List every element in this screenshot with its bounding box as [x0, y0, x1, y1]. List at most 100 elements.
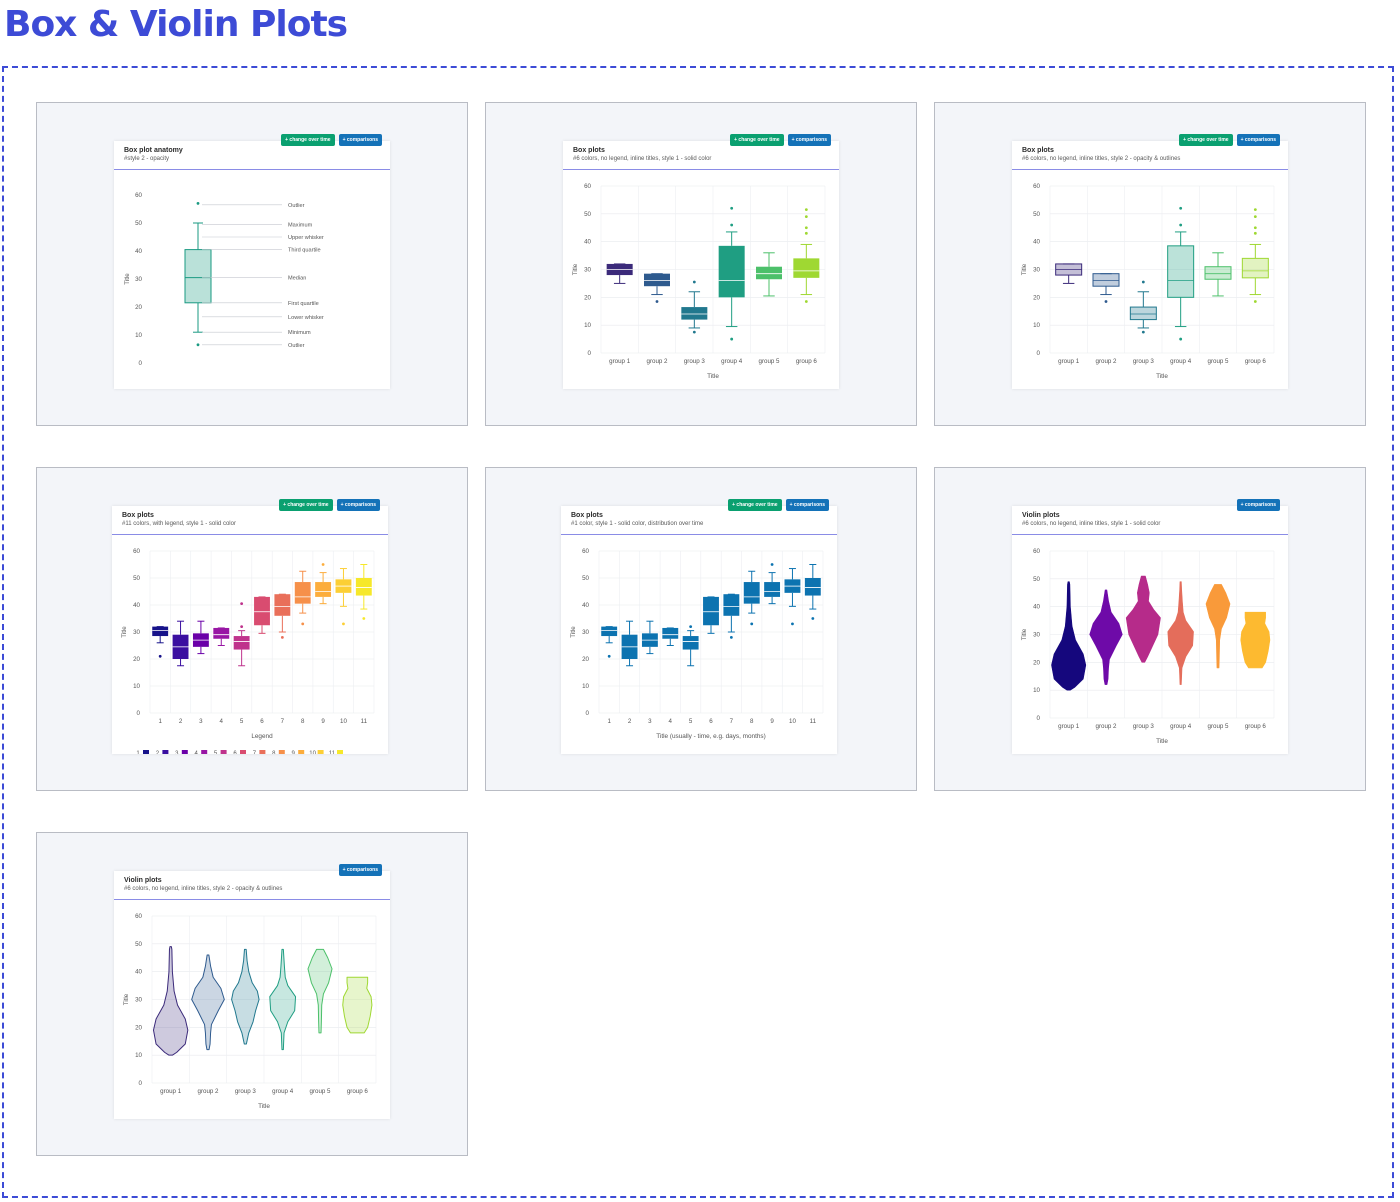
y-axis-label: Title: [1021, 628, 1028, 640]
box-mark: [1204, 252, 1232, 297]
y-tick-label: 60: [133, 548, 140, 555]
box-mark: [1055, 263, 1083, 284]
box-body: [152, 626, 169, 637]
box-mark: [1092, 273, 1120, 303]
y-tick-label: 60: [1033, 548, 1040, 555]
box-mark: [681, 280, 708, 334]
x-tick-label: group 1: [160, 1088, 182, 1095]
chart-panel: Box plot anatomy #style 2 - opacity + chan…: [36, 102, 468, 426]
legend-swatch: [298, 750, 305, 754]
x-tick-label: 3: [199, 718, 203, 725]
box-body: [355, 578, 372, 596]
chart-panel: Violin plots #6 colors, no legend, inline…: [36, 832, 468, 1156]
annotation-label: Maximum: [288, 222, 313, 228]
y-tick-label: 20: [135, 304, 142, 311]
y-tick-label: 10: [133, 683, 140, 690]
box-body: [1241, 257, 1269, 279]
tag-group: + change over time + comparisons: [1179, 134, 1280, 146]
box-body: [184, 249, 212, 304]
y-tick-label: 60: [135, 192, 142, 199]
y-tick-label: 50: [1033, 576, 1040, 583]
chart-card: Box plots #6 colors, no legend, inline ti…: [1012, 134, 1288, 389]
violin-mark: [1089, 589, 1123, 685]
x-tick-label: 2: [179, 718, 183, 725]
outlier-point: [158, 654, 162, 658]
change-over-time-tag[interactable]: + change over time: [728, 499, 782, 511]
x-tick-label: group 4: [1170, 723, 1192, 730]
y-tick-label: 0: [588, 350, 592, 357]
comparisons-tag[interactable]: + comparisons: [785, 499, 829, 511]
outlier-point: [804, 231, 808, 235]
chart-header: Box plots #1 color, style 1 - solid color…: [561, 499, 837, 535]
y-axis-label: Title: [123, 993, 130, 1005]
page-title: Box & Violin Plots: [4, 4, 348, 45]
chart-subtitle: #6 colors, no legend, inline titles, sty…: [573, 156, 712, 162]
box-body: [718, 245, 745, 298]
x-tick-label: 3: [648, 718, 652, 725]
x-axis-label: Title: [1156, 738, 1168, 745]
outlier-point: [1104, 300, 1108, 303]
x-tick-label: group 1: [609, 358, 631, 365]
outlier-point: [240, 602, 244, 606]
x-axis-label: Title: [258, 1103, 270, 1110]
box-mark: [1241, 208, 1269, 303]
outlier-point: [1253, 226, 1257, 230]
box-mark: [621, 620, 638, 667]
chart-svg: 0 10 20 30 40 50 60 Title group 1 group 2 group 3 g…: [1021, 548, 1275, 745]
y-tick-label: 30: [1033, 267, 1040, 274]
x-axis-label: Title: [1156, 373, 1168, 380]
x-tick-label: group 3: [235, 1088, 257, 1095]
box-mark: [601, 626, 618, 658]
comparisons-tag[interactable]: + comparisons: [338, 134, 382, 146]
box-body: [743, 582, 760, 604]
comparisons-tag[interactable]: + comparisons: [787, 134, 831, 146]
box-body: [601, 626, 618, 637]
comparisons-tag[interactable]: + comparisons: [1236, 499, 1280, 511]
y-tick-label: 10: [1033, 687, 1040, 694]
x-tick-label: 4: [220, 718, 224, 725]
change-over-time-tag[interactable]: + change over time: [730, 134, 784, 146]
change-over-time-tag[interactable]: + change over time: [1179, 134, 1233, 146]
box-mark: [703, 596, 719, 634]
violin-mark: [1240, 611, 1271, 669]
box-body: [1167, 245, 1195, 298]
legend-label: 7: [253, 751, 257, 754]
violin-mark: [307, 948, 333, 1034]
y-axis-label: Title: [1021, 263, 1028, 275]
box-mark: [1129, 280, 1157, 334]
legend-label: 11: [329, 751, 336, 754]
box-body: [315, 582, 332, 597]
x-tick-label: group 2: [198, 1088, 220, 1095]
chart-header: Box plots #6 colors, no legend, inline ti…: [1012, 134, 1288, 170]
chart-title: Violin plots: [1022, 512, 1060, 519]
box-mark: [764, 563, 781, 605]
y-tick-label: 60: [584, 183, 591, 190]
y-axis-label: Title: [572, 263, 579, 275]
annotation-label: Median: [288, 276, 306, 282]
legend-swatch: [201, 750, 208, 754]
y-axis-label: Title: [121, 626, 128, 638]
box-mark: [606, 263, 633, 284]
annotation-label: Outlier: [288, 343, 305, 349]
outlier-point: [804, 208, 808, 212]
outlier-point: [730, 206, 734, 210]
comparisons-tag[interactable]: + comparisons: [336, 499, 380, 511]
x-tick-label: group 3: [684, 358, 706, 365]
y-tick-label: 10: [135, 332, 142, 339]
box-body: [723, 594, 740, 616]
box-body: [703, 596, 719, 626]
change-over-time-tag[interactable]: + change over time: [279, 499, 333, 511]
chart-panel: Box plots #1 color, style 1 - solid color…: [485, 467, 917, 791]
y-tick-label: 30: [1033, 632, 1040, 639]
tag-group: + comparisons: [1236, 499, 1280, 511]
x-tick-label: 2: [628, 718, 632, 725]
legend-label: 5: [214, 751, 218, 754]
y-tick-label: 20: [1033, 294, 1040, 301]
y-tick-label: 0: [1037, 715, 1041, 722]
y-tick-label: 50: [582, 575, 589, 582]
change-over-time-tag[interactable]: + change over time: [281, 134, 335, 146]
comparisons-tag[interactable]: + comparisons: [338, 864, 382, 876]
box-body: [682, 636, 699, 650]
comparisons-tag[interactable]: + comparisons: [1236, 134, 1280, 146]
chart-card: Box plots #11 colors, with legend, style …: [112, 499, 388, 754]
